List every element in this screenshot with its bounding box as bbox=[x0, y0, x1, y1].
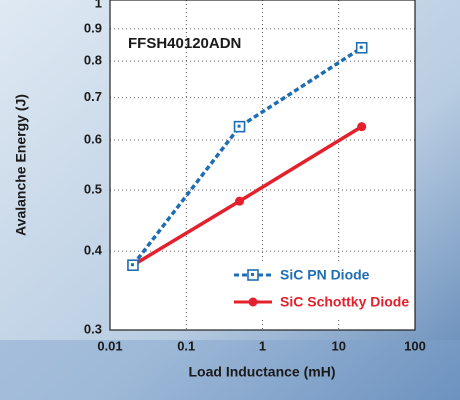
marker-dot bbox=[251, 273, 254, 276]
y-axis-label: Avalanche Energy (J) bbox=[13, 94, 29, 236]
marker-dot bbox=[130, 263, 134, 267]
series-line bbox=[131, 46, 363, 267]
x-tick-label: 1 bbox=[259, 338, 266, 353]
panel-strip bbox=[0, 340, 460, 400]
x-tick-label: 0.01 bbox=[97, 338, 122, 353]
x-tick-label: 0.1 bbox=[177, 338, 195, 353]
marker bbox=[357, 122, 367, 132]
y-tick-label: 0.8 bbox=[84, 53, 102, 68]
y-tick-label: 0.9 bbox=[84, 20, 102, 35]
legend-marker bbox=[247, 269, 259, 281]
x-axis-label: Load Inductance (mH) bbox=[188, 364, 335, 380]
legend-label: SiC PN Diode bbox=[280, 267, 370, 283]
y-tick-label: 0.4 bbox=[84, 243, 103, 258]
y-tick-label: 0.5 bbox=[84, 181, 102, 196]
marker bbox=[235, 196, 245, 206]
marker-dot bbox=[359, 45, 363, 49]
x-tick-label: 10 bbox=[332, 338, 346, 353]
y-tick-label: 0.3 bbox=[84, 321, 102, 336]
marker bbox=[233, 120, 246, 133]
y-tick-label: 0.6 bbox=[84, 131, 102, 146]
legend: SiC PN Diode SiC Schottky Diode bbox=[226, 261, 413, 319]
marker bbox=[355, 41, 368, 54]
marker-dot bbox=[237, 124, 241, 128]
y-tick-label: 0.7 bbox=[84, 89, 102, 104]
marker bbox=[127, 259, 139, 272]
legend-marker bbox=[248, 297, 258, 307]
chart-title: FFSH40120ADN bbox=[128, 35, 241, 52]
plot-frame bbox=[109, 0, 416, 331]
legend-label: SiC Schottky Diode bbox=[280, 294, 409, 310]
x-tick-label: 100 bbox=[404, 338, 426, 353]
y-tick-label: 1 bbox=[95, 0, 102, 10]
